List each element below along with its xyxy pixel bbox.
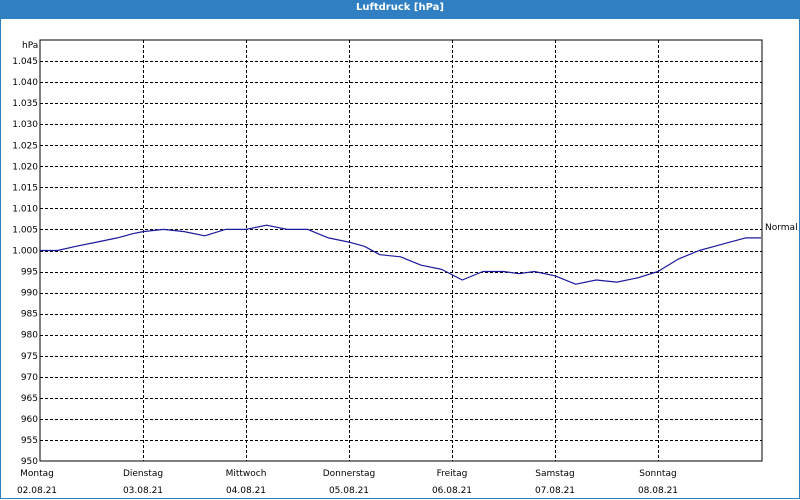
x-tick-day-label: Dienstag xyxy=(123,469,163,479)
x-tick-day-label: Samstag xyxy=(535,469,574,479)
y-tick-label: 965 xyxy=(21,394,38,404)
y-tick-label: 960 xyxy=(21,415,38,425)
y-tick-label: 990 xyxy=(21,289,38,299)
y-tick-label: 1.010 xyxy=(12,204,38,214)
y-tick-label: 1.025 xyxy=(12,141,38,151)
x-tick-date-label: 05.08.21 xyxy=(329,486,369,496)
x-tick-day-label: Donnerstag xyxy=(323,469,376,479)
y-tick-label: 955 xyxy=(21,436,38,446)
y-tick-label: 1.040 xyxy=(12,78,38,88)
y-tick-label: 1.020 xyxy=(12,162,38,172)
y-tick-label: 1.030 xyxy=(12,120,38,130)
x-tick-date-label: 08.08.21 xyxy=(638,486,678,496)
x-tick-day-label: Mittwoch xyxy=(226,469,267,479)
x-tick-date-label: 07.08.21 xyxy=(535,486,575,496)
x-tick-date-label: 02.08.21 xyxy=(17,486,57,496)
y-tick-label: 980 xyxy=(21,331,38,341)
chart-title: Luftdruck [hPa] xyxy=(356,2,444,13)
y-tick-label: 1.000 xyxy=(12,247,38,257)
y-tick-label: 1.045 xyxy=(12,57,38,67)
x-tick-day-label: Sonntag xyxy=(639,469,676,479)
y-tick-label: 1.015 xyxy=(12,183,38,193)
x-tick-date-label: 06.08.21 xyxy=(432,486,472,496)
title-bar: Luftdruck [hPa] xyxy=(0,0,800,19)
series-label: Normal xyxy=(765,223,798,233)
x-tick-day-label: Montag xyxy=(20,469,54,479)
y-axis-label: hPa xyxy=(22,41,38,51)
series-line-normal xyxy=(40,224,761,285)
y-tick-label: 1.035 xyxy=(12,99,38,109)
y-tick-label: 950 xyxy=(21,457,38,467)
y-tick-label: 975 xyxy=(21,352,38,362)
x-tick-date-label: 04.08.21 xyxy=(226,486,266,496)
y-tick-label: 985 xyxy=(21,310,38,320)
x-tick-date-label: 03.08.21 xyxy=(123,486,163,496)
y-tick-label: 970 xyxy=(21,373,38,383)
y-tick-label: 995 xyxy=(21,268,38,278)
x-tick-day-label: Freitag xyxy=(437,469,468,479)
y-tick-label: 1.005 xyxy=(12,225,38,235)
